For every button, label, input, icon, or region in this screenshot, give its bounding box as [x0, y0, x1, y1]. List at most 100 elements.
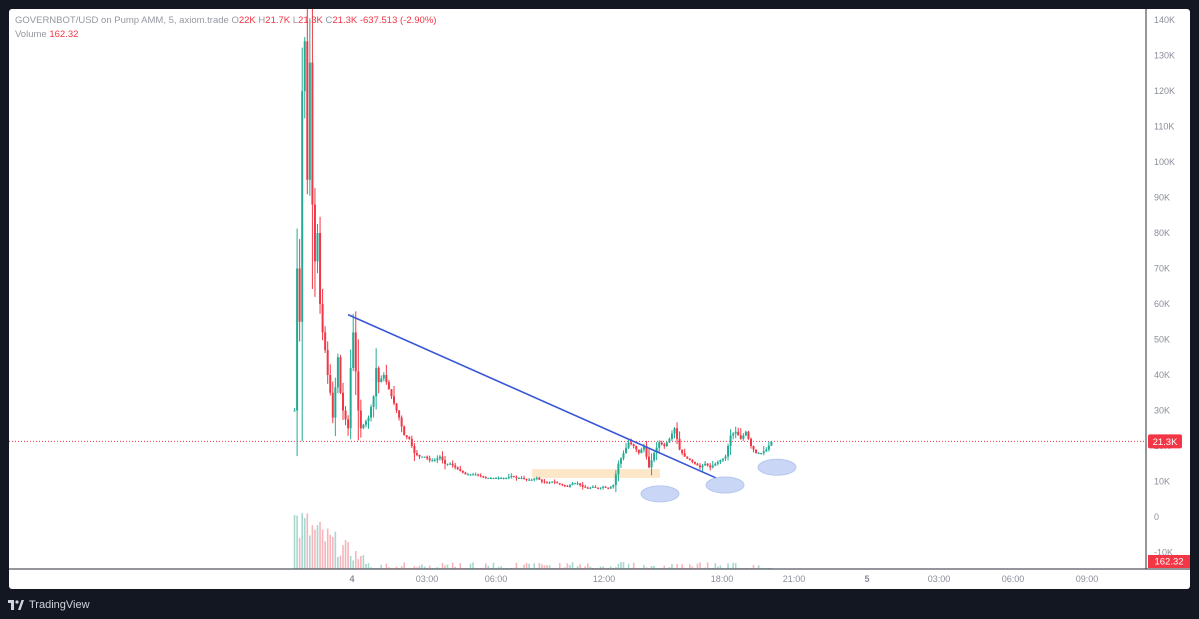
volume-bar — [347, 541, 349, 569]
candle-body — [538, 477, 541, 480]
volume-bar — [367, 563, 370, 569]
volume-bar — [334, 531, 337, 569]
x-tick-label: 09:00 — [1076, 574, 1099, 584]
volume-bar — [696, 563, 699, 569]
volume-bar — [607, 567, 609, 569]
candle-body — [438, 456, 441, 459]
volume-bar — [589, 566, 592, 569]
volume-bar — [576, 566, 579, 569]
candles — [293, 9, 773, 493]
candle-body — [362, 424, 365, 429]
candle-body — [683, 453, 686, 457]
chart-canvas[interactable]: 140K 130K 120K 110K 100K 90K 80K 70K 60K 50K 40K 30… — [9, 9, 1190, 589]
volume-bar — [451, 562, 454, 569]
candle-body — [408, 437, 411, 439]
candle-body — [558, 483, 561, 485]
volume-bar — [704, 567, 706, 569]
candle-body — [370, 406, 373, 418]
volume-bar — [548, 565, 551, 569]
volume-bar — [620, 562, 622, 569]
candle-body — [699, 465, 701, 468]
candle-body — [357, 371, 360, 411]
chart-frame[interactable]: 140K 130K 120K 110K 100K 90K 80K 70K 60K 50K 40K 30… — [9, 9, 1190, 589]
candle-body — [750, 438, 752, 446]
candle-body — [489, 477, 492, 479]
low-value: 21.3K — [298, 15, 323, 26]
candle-body — [331, 392, 334, 418]
candle-body — [393, 396, 395, 404]
candle-body — [484, 477, 487, 479]
candle-body — [553, 481, 556, 483]
volume-bar — [444, 565, 446, 569]
volume-bar — [571, 562, 574, 569]
volume-bar — [622, 562, 625, 569]
volume-bar — [365, 563, 367, 569]
candle-body — [387, 382, 390, 390]
y-tick-label: 10K — [1154, 477, 1170, 487]
candle-body — [293, 410, 296, 412]
candle-body — [441, 456, 444, 461]
y-tick-label: 30K — [1154, 406, 1170, 416]
candle-body — [744, 431, 747, 436]
x-tick-label: 5 — [864, 574, 869, 584]
candle-body — [546, 482, 548, 484]
volume-bar — [385, 563, 388, 569]
y-tick-label: 40K — [1154, 370, 1170, 380]
candle-body — [398, 410, 401, 418]
candle-body — [719, 460, 722, 462]
volume-bar — [719, 565, 722, 569]
candle-body — [566, 485, 569, 487]
candle-body — [313, 204, 316, 262]
volume-bar — [609, 566, 612, 569]
volume-bar — [423, 566, 426, 569]
y-tick-label: 80K — [1154, 228, 1170, 238]
volume-bar — [342, 545, 344, 569]
volume-value: 162.32 — [49, 29, 79, 40]
volume-bar — [388, 567, 390, 569]
candle-body — [342, 392, 344, 411]
volume-bar — [485, 563, 487, 569]
volume-bar — [400, 566, 403, 569]
candle-body — [336, 357, 339, 388]
footer-brand[interactable]: TradingView — [29, 599, 90, 611]
candle-body — [319, 233, 322, 304]
candle-body — [466, 474, 469, 476]
candle-body — [449, 463, 452, 465]
y-tick-label: 0 — [1154, 512, 1159, 522]
candle-body — [421, 456, 424, 458]
candle-body — [757, 453, 760, 455]
volume-bar — [311, 525, 314, 569]
volume-bars — [293, 513, 773, 569]
highlight-zone — [532, 469, 660, 478]
y-tick-label: 120K — [1154, 86, 1175, 96]
volume-bar — [681, 564, 683, 569]
candle-body — [426, 456, 429, 459]
symbol-title[interactable]: GOVERNBOT/USD on Pump AMM, 5, axiom.trad… — [15, 15, 229, 26]
candle-body — [627, 442, 630, 448]
candle-body — [755, 449, 758, 454]
volume-bar — [352, 560, 354, 569]
volume-bar — [668, 567, 671, 569]
volume-bar — [579, 564, 581, 569]
candle-body — [597, 487, 599, 489]
candle-body — [594, 486, 597, 488]
candle-body — [622, 453, 625, 459]
current-price-label: 21.3K — [1153, 437, 1178, 448]
current-price-badge — [1148, 434, 1182, 449]
x-tick-label: 12:00 — [593, 574, 616, 584]
volume-bar — [729, 567, 732, 569]
candle-body — [423, 456, 426, 458]
candle-body — [403, 426, 406, 436]
volume-bar — [309, 535, 311, 569]
candle-body — [482, 476, 485, 478]
candle-body — [326, 350, 329, 375]
candle-body — [701, 465, 704, 468]
candle-body — [528, 479, 531, 481]
tradingview-logo-icon[interactable] — [8, 600, 24, 610]
candle-body — [561, 484, 564, 486]
candle-body — [579, 483, 582, 486]
candle-body — [364, 421, 367, 425]
candle-body — [339, 357, 342, 393]
candle-body — [413, 446, 416, 454]
trendline — [347, 313, 737, 488]
